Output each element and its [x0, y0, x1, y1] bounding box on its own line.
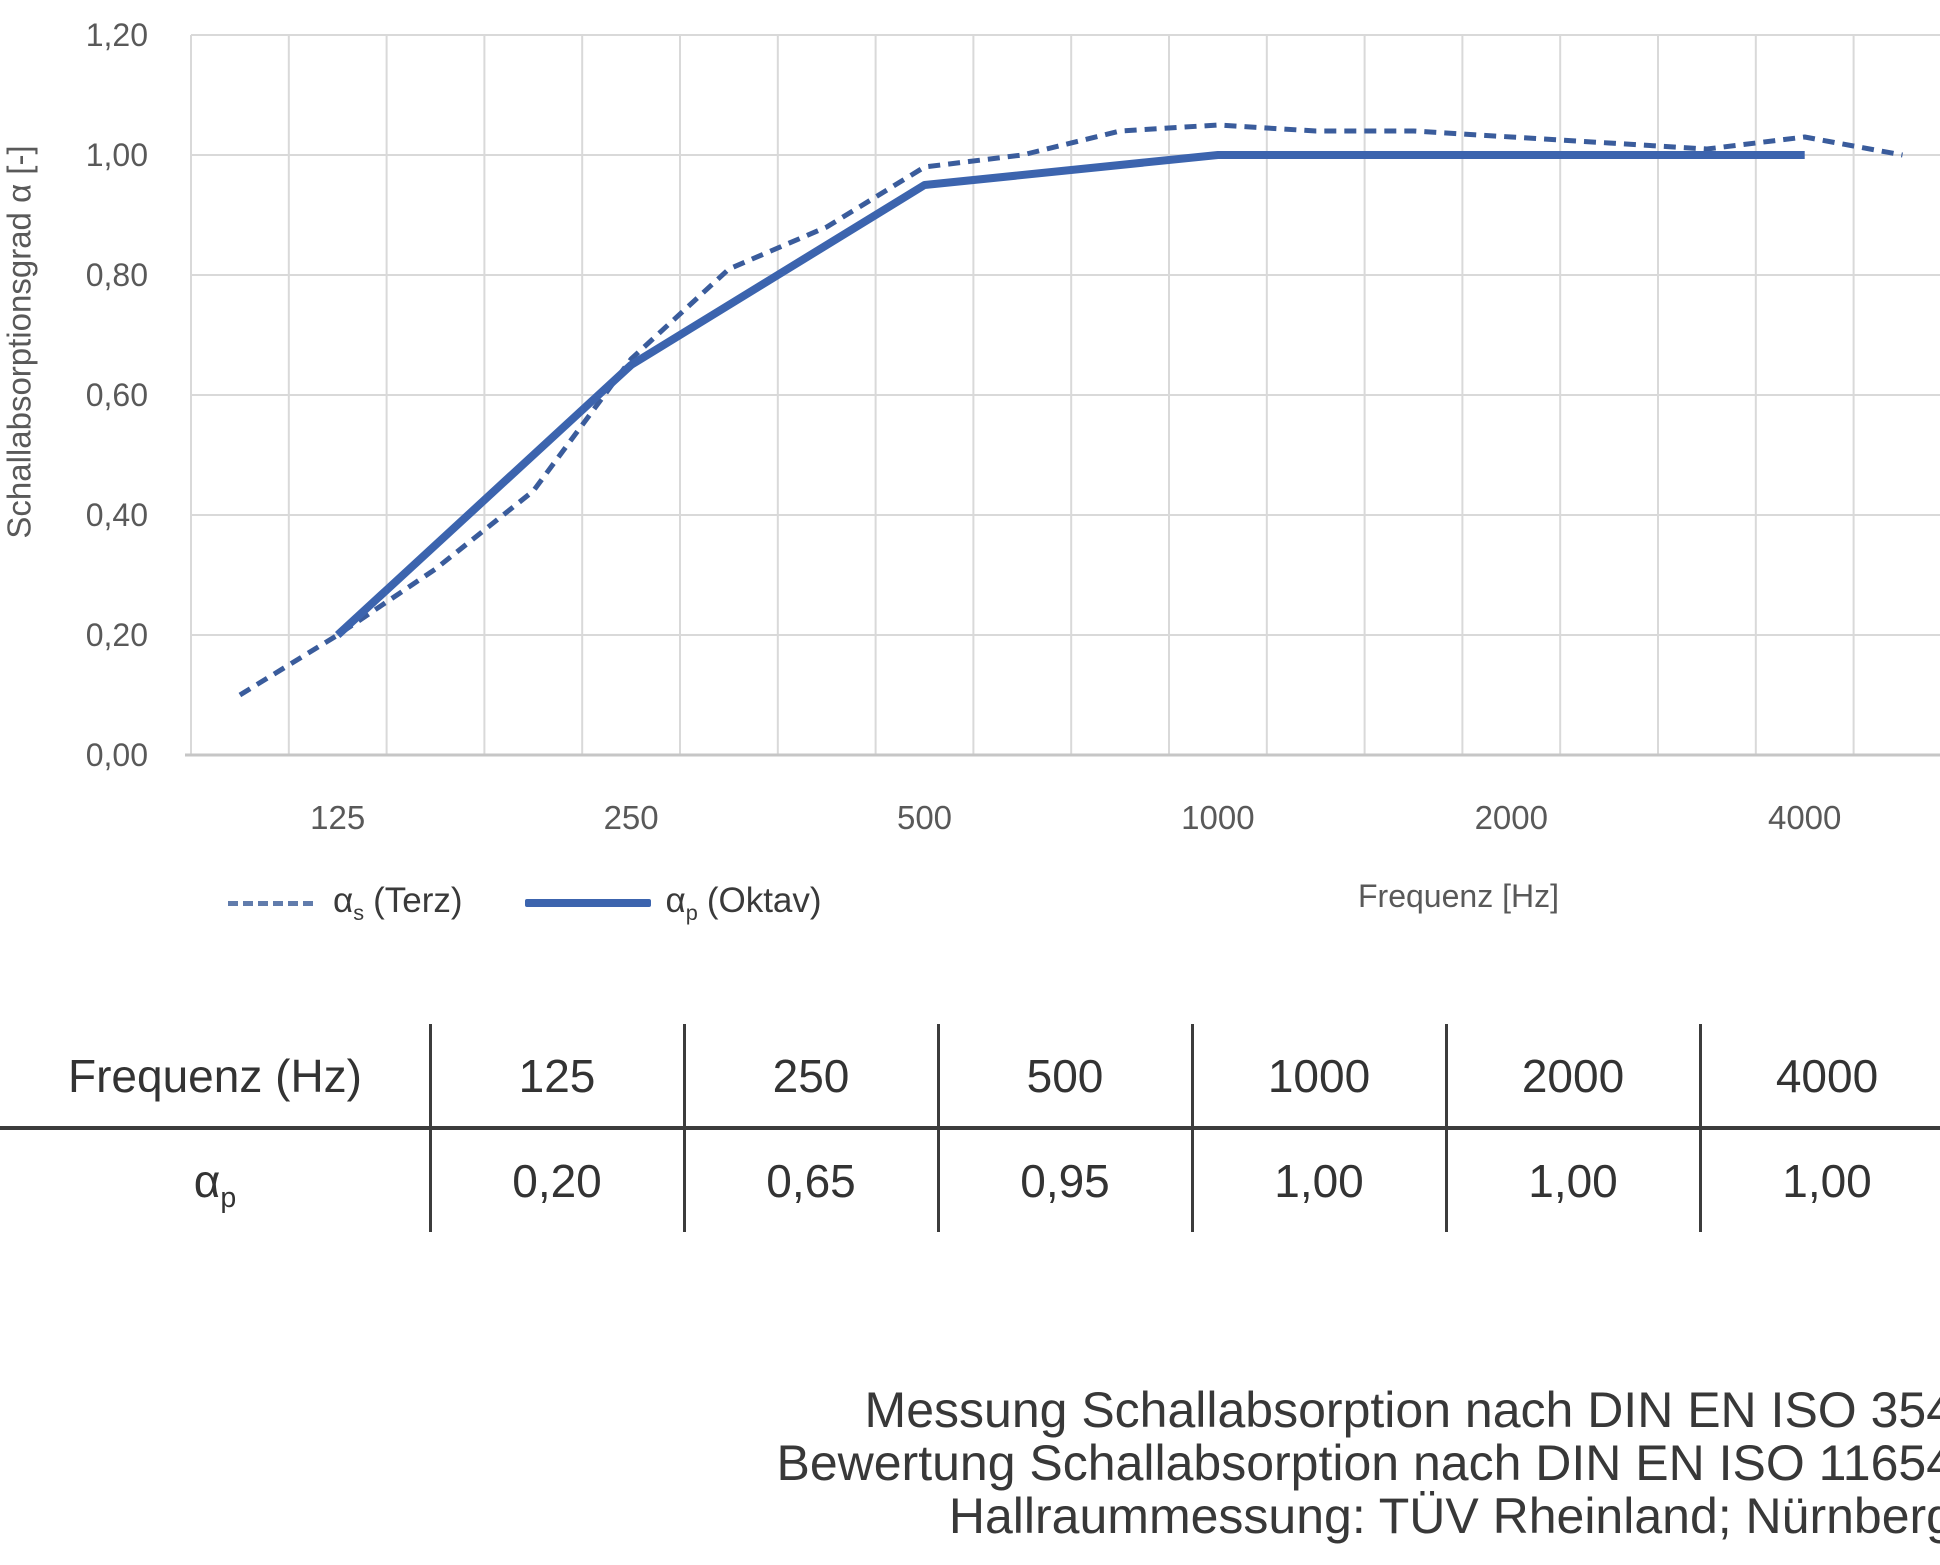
oktav-solid-line-sample — [524, 899, 651, 907]
alpha-symbol: α — [333, 880, 354, 920]
y-tick-label: 1,20 — [85, 17, 148, 53]
table-column-divider — [937, 1024, 940, 1232]
footer-line-measurement: Messung Schallabsorption nach DIN EN ISO… — [864, 1382, 1940, 1438]
absorption-chart: Schallabsorptionsgrad α [-] 0,00 0,20 0,40… — [0, 17, 1940, 936]
x-tick-label: 250 — [603, 799, 659, 836]
alpha-symbol: α — [193, 1155, 221, 1207]
x-axis-title: Frequenz [Hz] — [1358, 878, 1559, 914]
table-header-125: 125 — [518, 1050, 596, 1102]
y-tick-label: 1,00 — [85, 137, 148, 173]
legend-label-oktav: αp (Oktav) — [666, 881, 822, 926]
footer-line-rating: Bewertung Schallabsorption nach DIN EN I… — [776, 1435, 1940, 1491]
table-column-divider — [1191, 1024, 1194, 1232]
x-tick-label: 125 — [310, 799, 366, 836]
table-column-divider — [1699, 1024, 1702, 1232]
legend-series-name: (Oktav) — [706, 880, 822, 920]
absorption-table: Frequenz (Hz) 125 250 500 1000 2000 4000… — [0, 1010, 1940, 1250]
y-tick-label: 0,20 — [85, 617, 148, 653]
table-value-1000: 1,00 — [1274, 1155, 1364, 1207]
x-tick-label: 4000 — [1767, 799, 1842, 836]
y-axis-title-text: Schallabsorptionsgrad α [-] — [1, 145, 38, 539]
table-column-divider — [683, 1024, 686, 1232]
y-axis-title: Schallabsorptionsgrad α [-] — [0, 28, 46, 656]
table-value-250: 0,65 — [766, 1155, 856, 1207]
chart-plot-area — [185, 34, 1940, 757]
table-row-label-alpha-p: αp — [0, 1153, 430, 1214]
table-header-500: 500 — [1026, 1050, 1104, 1102]
y-tick-label: 0,00 — [85, 737, 148, 773]
table-header-1000: 1000 — [1267, 1050, 1371, 1102]
table-column-divider — [1445, 1024, 1448, 1232]
oktav-series-line — [334, 151, 1805, 638]
table-header-2000: 2000 — [1521, 1050, 1625, 1102]
table-value-500: 0,95 — [1020, 1155, 1110, 1207]
alpha-subscript: p — [685, 899, 698, 925]
terz-series-line — [238, 122, 1903, 698]
table-value-4000: 1,00 — [1782, 1155, 1872, 1207]
alpha-subscript: s — [353, 899, 365, 925]
x-tick-label: 500 — [896, 799, 953, 836]
table-value-2000: 1,00 — [1528, 1155, 1618, 1207]
table-horizontal-divider — [0, 1126, 1940, 1130]
terz-dashed-line-sample — [228, 900, 318, 906]
table-column-divider — [429, 1024, 432, 1232]
x-tick-label: 2000 — [1474, 799, 1548, 836]
table-header-4000: 4000 — [1775, 1050, 1879, 1102]
legend-label-terz: αs (Terz) — [333, 881, 463, 926]
legend-series-name: (Terz) — [373, 880, 463, 920]
y-tick-label: 0,60 — [85, 377, 148, 413]
y-tick-label: 0,40 — [85, 497, 148, 533]
footer-line-lab: Hallraummessung: TÜV Rheinland; Nürnberg — [948, 1488, 1940, 1544]
x-tick-label: 1000 — [1181, 799, 1255, 836]
alpha-subscript: p — [220, 1182, 237, 1215]
measurement-notes: Messung Schallabsorption nach DIN EN ISO… — [776, 1384, 1940, 1543]
table-header-250: 250 — [772, 1050, 850, 1102]
table-header-frequency: Frequenz (Hz) — [68, 1050, 362, 1102]
table-value-125: 0,20 — [512, 1155, 602, 1207]
chart-legend: αs (Terz) αp (Oktav) — [228, 870, 822, 936]
alpha-symbol: α — [665, 880, 686, 920]
y-tick-label: 0,80 — [85, 257, 148, 293]
